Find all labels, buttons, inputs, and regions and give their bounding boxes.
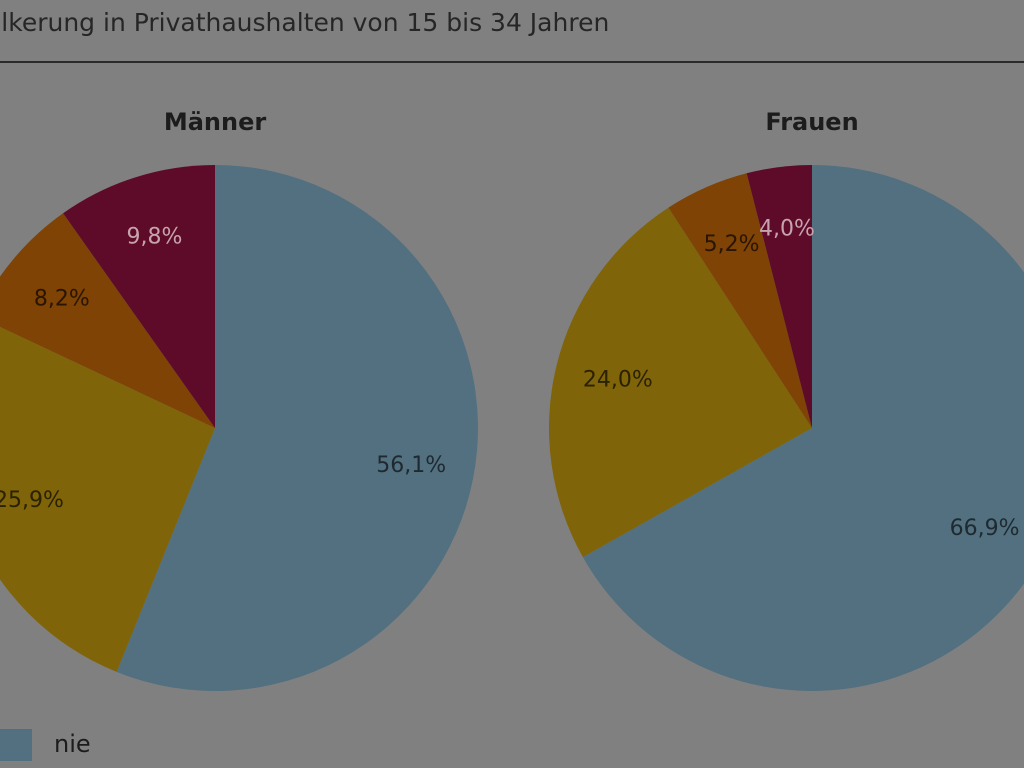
slice-label: 25,9% — [0, 488, 64, 513]
slice-label: 4,0% — [759, 217, 815, 242]
chart-title: ölkerung in Privathaushalten von 15 bis … — [0, 8, 609, 37]
slice-label: 24,0% — [583, 367, 653, 392]
slice-label: 8,2% — [34, 287, 90, 312]
pie-title: Frauen — [765, 108, 858, 136]
pie-slice — [549, 207, 812, 558]
pie-title: Männer — [164, 108, 267, 136]
pie-slice — [668, 173, 812, 428]
pie-slice — [582, 165, 1024, 691]
pie-slice — [0, 213, 215, 428]
legend-swatch — [0, 729, 32, 761]
pie-slice — [0, 326, 215, 672]
pie-slice — [746, 165, 812, 428]
slice-label: 9,8% — [126, 225, 182, 250]
slice-label: 5,2% — [704, 232, 760, 257]
slice-label: 56,1% — [376, 453, 446, 478]
pie-slice — [63, 165, 216, 428]
pie-slice — [116, 165, 478, 691]
legend-label: nie — [54, 730, 91, 758]
slice-label: 66,9% — [950, 516, 1020, 541]
